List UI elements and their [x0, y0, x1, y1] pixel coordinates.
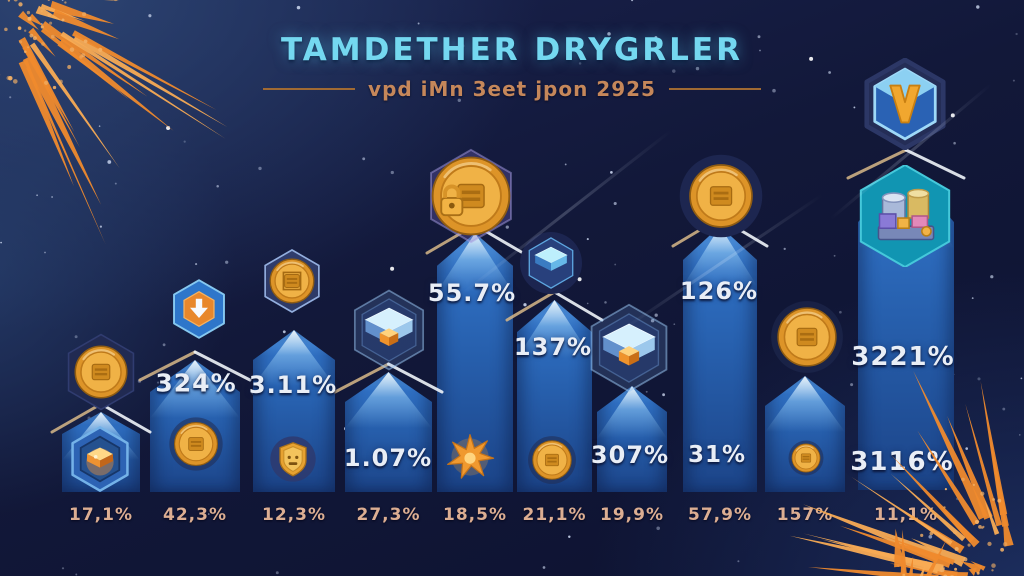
category-label: 18,5%: [443, 505, 507, 525]
gold-coin-icon: [768, 298, 846, 376]
subtitle-text: vpd iMn 3eet jpon 2925: [368, 77, 656, 101]
bar-snow-cap: [765, 376, 845, 432]
sunburst-icon: [439, 426, 501, 488]
gold-shield-badge-icon: [266, 432, 320, 486]
category-label: 12,3%: [262, 505, 326, 525]
category-label: 11,1%: [874, 505, 938, 525]
category-label: 42,3%: [163, 505, 227, 525]
chevron-highlight: [333, 360, 444, 400]
chevron-highlight: [846, 146, 966, 186]
subtitle-rule-left: [263, 88, 356, 90]
category-label: 21,1%: [522, 505, 587, 525]
category-label: 19,9%: [600, 505, 664, 525]
bar-7: [597, 386, 667, 492]
chevron-highlight: [50, 400, 152, 440]
glass-cube-hexagon-icon: [347, 288, 431, 372]
shield-v-icon: [859, 58, 951, 150]
bar-value-label: 324%: [155, 368, 237, 398]
hexagon-arrow-badge-icon: [167, 277, 231, 341]
page-title: TAMDETHER DRYGRLER: [281, 32, 743, 68]
bar-value-label: 126%: [679, 277, 759, 305]
subtitle: vpd iMn 3eet jpon 2925: [0, 77, 1024, 101]
gold-coin-icon: [787, 439, 825, 477]
aqua-cube-hexagon-icon: [518, 230, 584, 296]
gold-coin-lock-icon: [423, 148, 519, 244]
bar-value-label: 307%: [590, 441, 670, 469]
glass-cube-hexagon-icon: [583, 302, 675, 394]
bar-value-label: 3221%: [851, 342, 955, 372]
chevron-highlight: [505, 288, 604, 328]
bar-8: [683, 226, 757, 492]
header: TAMDETHER DRYGRLER vpd iMn 3eet jpon 292…: [0, 32, 1024, 101]
bar-value-label: 1.07%: [343, 444, 433, 472]
gold-coin-icon: [167, 415, 225, 473]
orange-cube-hexagon-icon: [64, 423, 136, 495]
coin-dark-hexagon-icon: [62, 333, 140, 411]
category-label: 57,9%: [688, 505, 752, 525]
machine-hexagon-icon: [854, 165, 956, 267]
gold-coin-icon: [526, 434, 578, 486]
subtitle-rule-right: [668, 88, 761, 90]
bar-value-label: 3116%: [850, 447, 954, 477]
gold-coin-circle-icon: [678, 153, 764, 239]
bar-value-label: 3.11%: [248, 371, 338, 399]
category-label: 157%: [776, 505, 834, 525]
chevron-highlight: [138, 348, 252, 388]
category-label: 27,3%: [356, 505, 421, 525]
bar-value-label: 55.7%: [427, 279, 517, 307]
bar-value-label: 137%: [513, 333, 593, 361]
bar-value-label: 31%: [687, 442, 747, 468]
gold-coin-hex-frame-icon: [259, 248, 325, 314]
category-label: 17,1%: [69, 505, 133, 525]
